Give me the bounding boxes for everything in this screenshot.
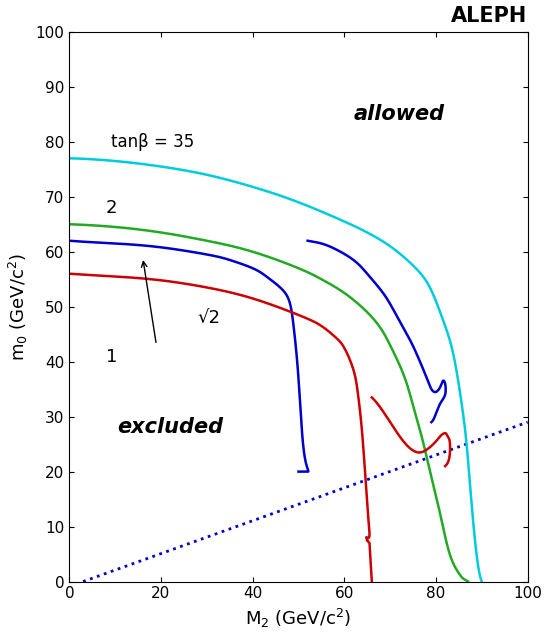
Y-axis label: m$_0$ (GeV/c$^2$): m$_0$ (GeV/c$^2$) [7,252,30,361]
Text: √2: √2 [198,309,221,327]
Text: excluded: excluded [117,417,223,437]
Text: 2: 2 [106,199,117,217]
Text: tanβ = 35: tanβ = 35 [110,133,194,151]
Text: ALEPH: ALEPH [451,6,528,26]
Text: allowed: allowed [354,104,445,124]
Text: 1: 1 [106,348,117,366]
X-axis label: M$_2$ (GeV/c$^2$): M$_2$ (GeV/c$^2$) [245,607,352,630]
